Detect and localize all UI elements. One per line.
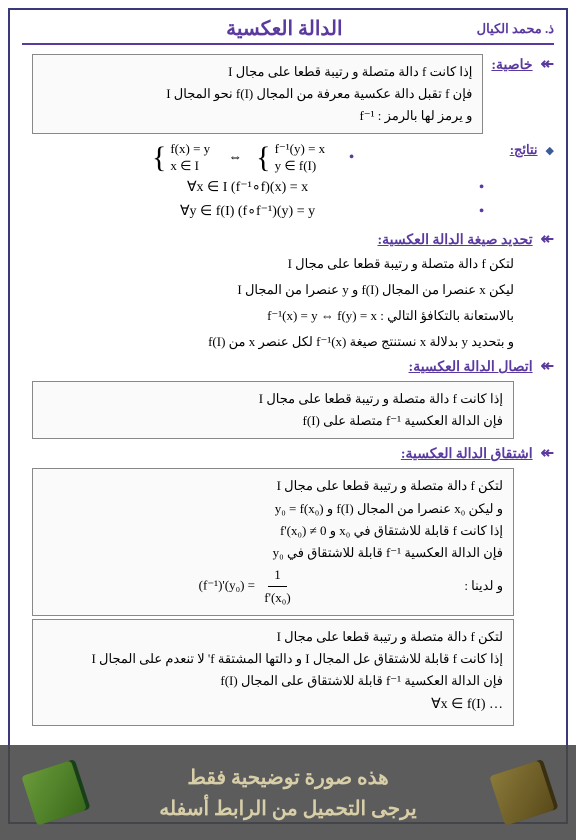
fraction: 1 f'(x₀) (258, 564, 296, 609)
formula-l2: ليكن x عنصرا من المجال f(I) و y عنصرا من… (22, 277, 554, 303)
continuity-box: إذا كانت f دالة متصلة و رتيبة قطعا على م… (32, 381, 514, 439)
derivation-box-2: لتكن f دالة متصلة و رتيبة قطعا على مجال … (32, 619, 514, 726)
continuity-label: اتصال الدالة العكسية: (409, 359, 533, 376)
bullet-icon: • (473, 177, 490, 199)
arrow-icon: ↞ (541, 358, 554, 375)
page-title: الدالة العكسية (92, 16, 477, 41)
results-row: ◆ نتائج: • { f⁻¹(y) = x y ∈ f(I) ⇔ { (22, 139, 554, 226)
box2-l1: إذا كانت f دالة متصلة و رتيبة قطعا على م… (43, 388, 503, 410)
derivation-box-1: لتكن f دالة متصلة و رتيبة قطعا على مجال … (32, 468, 514, 616)
box1-l3: و يرمز لها بالرمز : f⁻¹ (43, 105, 472, 127)
property-label: خاصية: (491, 57, 532, 74)
formula-section: ↞ تحديد صيغة الدالة العكسية: (22, 228, 554, 251)
box3-l3: إذا كانت f قابلة للاشتقاق في x₀ و f'(x₀)… (43, 520, 503, 542)
box3-l5: و لدينا : (f⁻¹)'(y₀) = 1 f'(x₀) (43, 564, 503, 609)
box4-l1: لتكن f دالة متصلة و رتيبة قطعا على مجال … (43, 626, 503, 648)
bullet-icon: • (473, 201, 490, 223)
box1-l1: إذا كانت f دالة متصلة و رتيبة قطعا على م… (43, 61, 472, 83)
formula-label: تحديد صيغة الدالة العكسية: (378, 232, 533, 249)
author: ذ. محمد الكيال (477, 21, 554, 37)
box3-l2: و ليكن x₀ عنصرا من المجال f(I) و y₀ = f(… (43, 498, 503, 520)
results-label: نتائج: (510, 142, 538, 157)
overlay-line1: هذه صورة توضيحية فقط (187, 765, 388, 790)
continuity-section: ↞ اتصال الدالة العكسية: (22, 355, 554, 378)
formula-l4: و بتحديد y بدلالة x نستنتج صيغة f⁻¹(x) ل… (22, 329, 554, 355)
result-eq2: • ∀x ∈ I (f⁻¹∘f)(x) = x (22, 177, 490, 199)
box4-l2: إذا كانت f قابلة للاشتقاق عل المجال I و … (43, 648, 503, 670)
box2-l2: فإن الدالة العكسية f⁻¹ متصلة على f(I) (43, 410, 503, 432)
book-icon (489, 760, 555, 826)
box4-l4: ∀x ∈ f(I) … (43, 694, 503, 716)
watermark-overlay: هذه صورة توضيحية فقط يرجى التحميل من الر… (0, 745, 576, 840)
arrow-icon: ↞ (541, 445, 554, 462)
arrow-icon: ↞ (541, 231, 554, 248)
box3-l4: فإن الدالة العكسية f⁻¹ قابلة للاشتقاق في… (43, 542, 503, 564)
header: ذ. محمد الكيال الدالة العكسية (22, 16, 554, 45)
overlay-line2: يرجى التحميل من الرابط أسفله (159, 796, 416, 821)
derivation-label: اشتقاق الدالة العكسية: (401, 446, 533, 463)
box3-l1: لتكن f دالة متصلة و رتيبة قطعا على مجال … (43, 475, 503, 497)
formula-l3: بالاستعانة بالتكافؤ التالي : f⁻¹(x) = y … (22, 303, 554, 329)
page-frame: ذ. محمد الكيال الدالة العكسية ↞ خاصية: إ… (8, 8, 568, 824)
book-icon (21, 760, 87, 826)
property-row: ↞ خاصية: إذا كانت f دالة متصلة و رتيبة ق… (22, 51, 554, 137)
bullet-icon: • (343, 147, 360, 169)
box1-l2: فإن f تقبل دالة عكسية معرفة من المجال f(… (43, 83, 472, 105)
property-box: إذا كانت f دالة متصلة و رتيبة قطعا على م… (32, 54, 483, 134)
arrow-icon: ↞ (541, 56, 554, 73)
result-eq3: • ∀y ∈ f(I) (f∘f⁻¹)(y) = y (22, 201, 490, 223)
diamond-icon: ◆ (546, 145, 554, 157)
derivation-section: ↞ اشتقاق الدالة العكسية: (22, 442, 554, 465)
box4-l3: فإن الدالة العكسية f⁻¹ قابلة للاشتقاق عل… (43, 670, 503, 692)
result-eq1: • { f⁻¹(y) = x y ∈ f(I) ⇔ { f(x) = y x (22, 141, 490, 175)
formula-l1: لتكن f دالة متصلة و رتيبة قطعا على مجال … (22, 251, 554, 277)
